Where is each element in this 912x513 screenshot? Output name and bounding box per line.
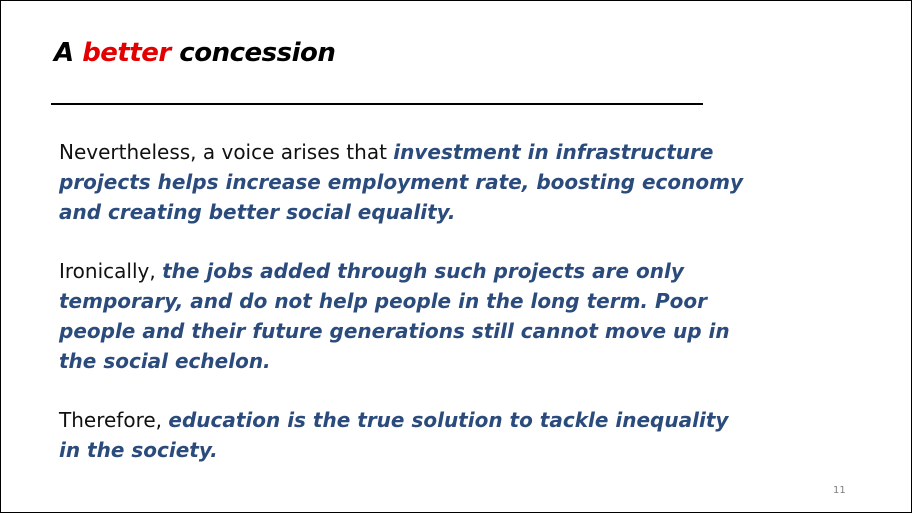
paragraph-nevertheless: Nevertheless, a voice arises that invest… <box>59 137 749 227</box>
title-underline-divider <box>51 103 703 105</box>
paragraph-emphasis-text: investment in infrastructure projects he… <box>59 140 743 224</box>
paragraph-lead-text: Ironically, <box>59 259 163 283</box>
page-number: 11 <box>833 485 846 496</box>
paragraph-therefore: Therefore, education is the true solutio… <box>59 405 749 465</box>
paragraph-emphasis-text: education is the true solution to tackle… <box>59 408 729 462</box>
slide-title: A better concession <box>54 38 336 68</box>
title-accent-word: better <box>82 38 171 68</box>
paragraph-emphasis-text: the jobs added through such projects are… <box>59 259 730 373</box>
paragraph-ironically: Ironically, the jobs added through such … <box>59 256 749 376</box>
paragraph-lead-text: Therefore, <box>59 408 169 432</box>
slide-body: Nevertheless, a voice arises that invest… <box>59 137 749 465</box>
title-suffix: concession <box>170 38 336 68</box>
title-prefix: A <box>54 38 83 68</box>
paragraph-lead-text: Nevertheless, a voice arises that <box>59 140 394 164</box>
